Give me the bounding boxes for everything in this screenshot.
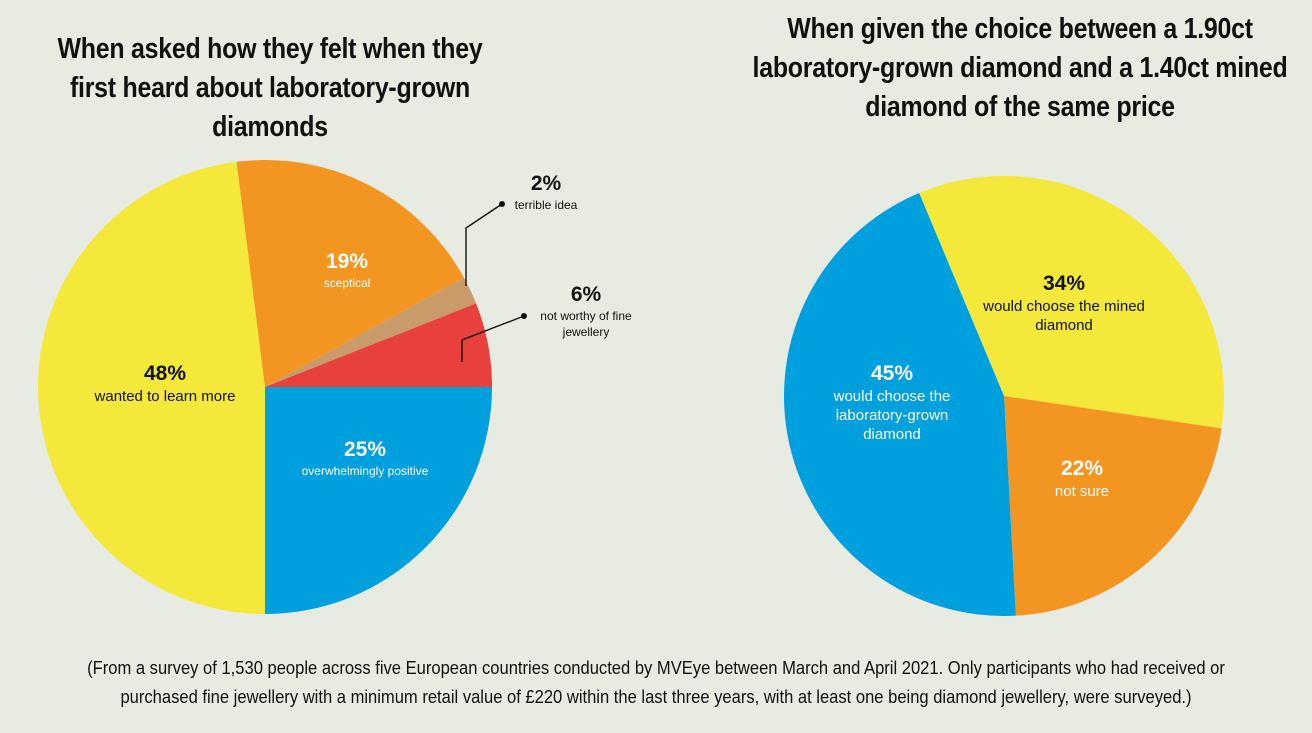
slice-description: wanted to learn more: [94, 388, 236, 405]
pie-slice-would-choose-the-laboratory-grown-diamond: [784, 193, 1016, 617]
slice-label-not-worthy-of-fine-jewellery: 6% not worthy of fine jewellery: [461, 283, 632, 362]
chart-2-title: When given the choice between a 1.90ct l…: [752, 13, 1288, 123]
slice-label-sceptical: 19% sceptical: [324, 250, 371, 290]
slice-label-overwhelmingly-positive: 25% overwhelmingly positive: [302, 438, 429, 478]
leader-line: [465, 203, 503, 286]
slice-description: terrible idea: [515, 198, 578, 212]
chart-1-title: When asked how they felt when they first…: [57, 33, 483, 143]
slice-description: sceptical: [324, 276, 371, 290]
pie-slice-overwhelmingly-positive: [265, 387, 492, 614]
slice-percent: 6%: [571, 283, 602, 306]
slice-label-terrible-idea: 2% terrible idea: [465, 172, 578, 286]
slice-description: not worthy of fine jewellery: [540, 309, 632, 339]
pie-slice-sceptical: [236, 160, 464, 387]
pie-slice-not-worthy-of-fine-jewellery: [265, 303, 492, 387]
pie-slice-not-sure: [1004, 396, 1222, 616]
slice-description: overwhelmingly positive: [302, 464, 429, 478]
slice-label-not-sure: 22% not sure: [1055, 457, 1109, 500]
leader-line: [461, 315, 525, 362]
slice-label-would-choose-the-laboratory-grown-diamond: 45% would choose the laboratory-grown diamo…: [833, 362, 951, 443]
slice-percent: 19%: [326, 250, 368, 273]
pie-slice-would-choose-the-mined-diamond: [919, 175, 1225, 429]
pie-slice-wanted-to-learn-more: [38, 161, 265, 614]
slice-percent: 22%: [1061, 457, 1103, 480]
pie-slice-terrible-idea: [265, 277, 477, 387]
slice-label-wanted-to-learn-more: 48% wanted to learn more: [94, 362, 236, 405]
slice-description: would choose the mined diamond: [982, 298, 1145, 334]
leader-dot: [521, 313, 527, 319]
slice-percent: 34%: [1043, 272, 1085, 295]
slice-percent: 48%: [144, 362, 186, 385]
slice-percent: 25%: [344, 438, 386, 461]
slice-label-would-choose-the-mined-diamond: 34% would choose the mined diamond: [982, 272, 1145, 334]
slice-description: would choose the laboratory-grown diamond: [833, 388, 951, 443]
survey-footnote: (From a survey of 1,530 people across fi…: [87, 658, 1225, 707]
slice-description: not sure: [1055, 483, 1109, 500]
slice-percent: 2%: [531, 172, 562, 195]
slice-percent: 45%: [871, 362, 913, 385]
leader-dot: [499, 201, 505, 207]
